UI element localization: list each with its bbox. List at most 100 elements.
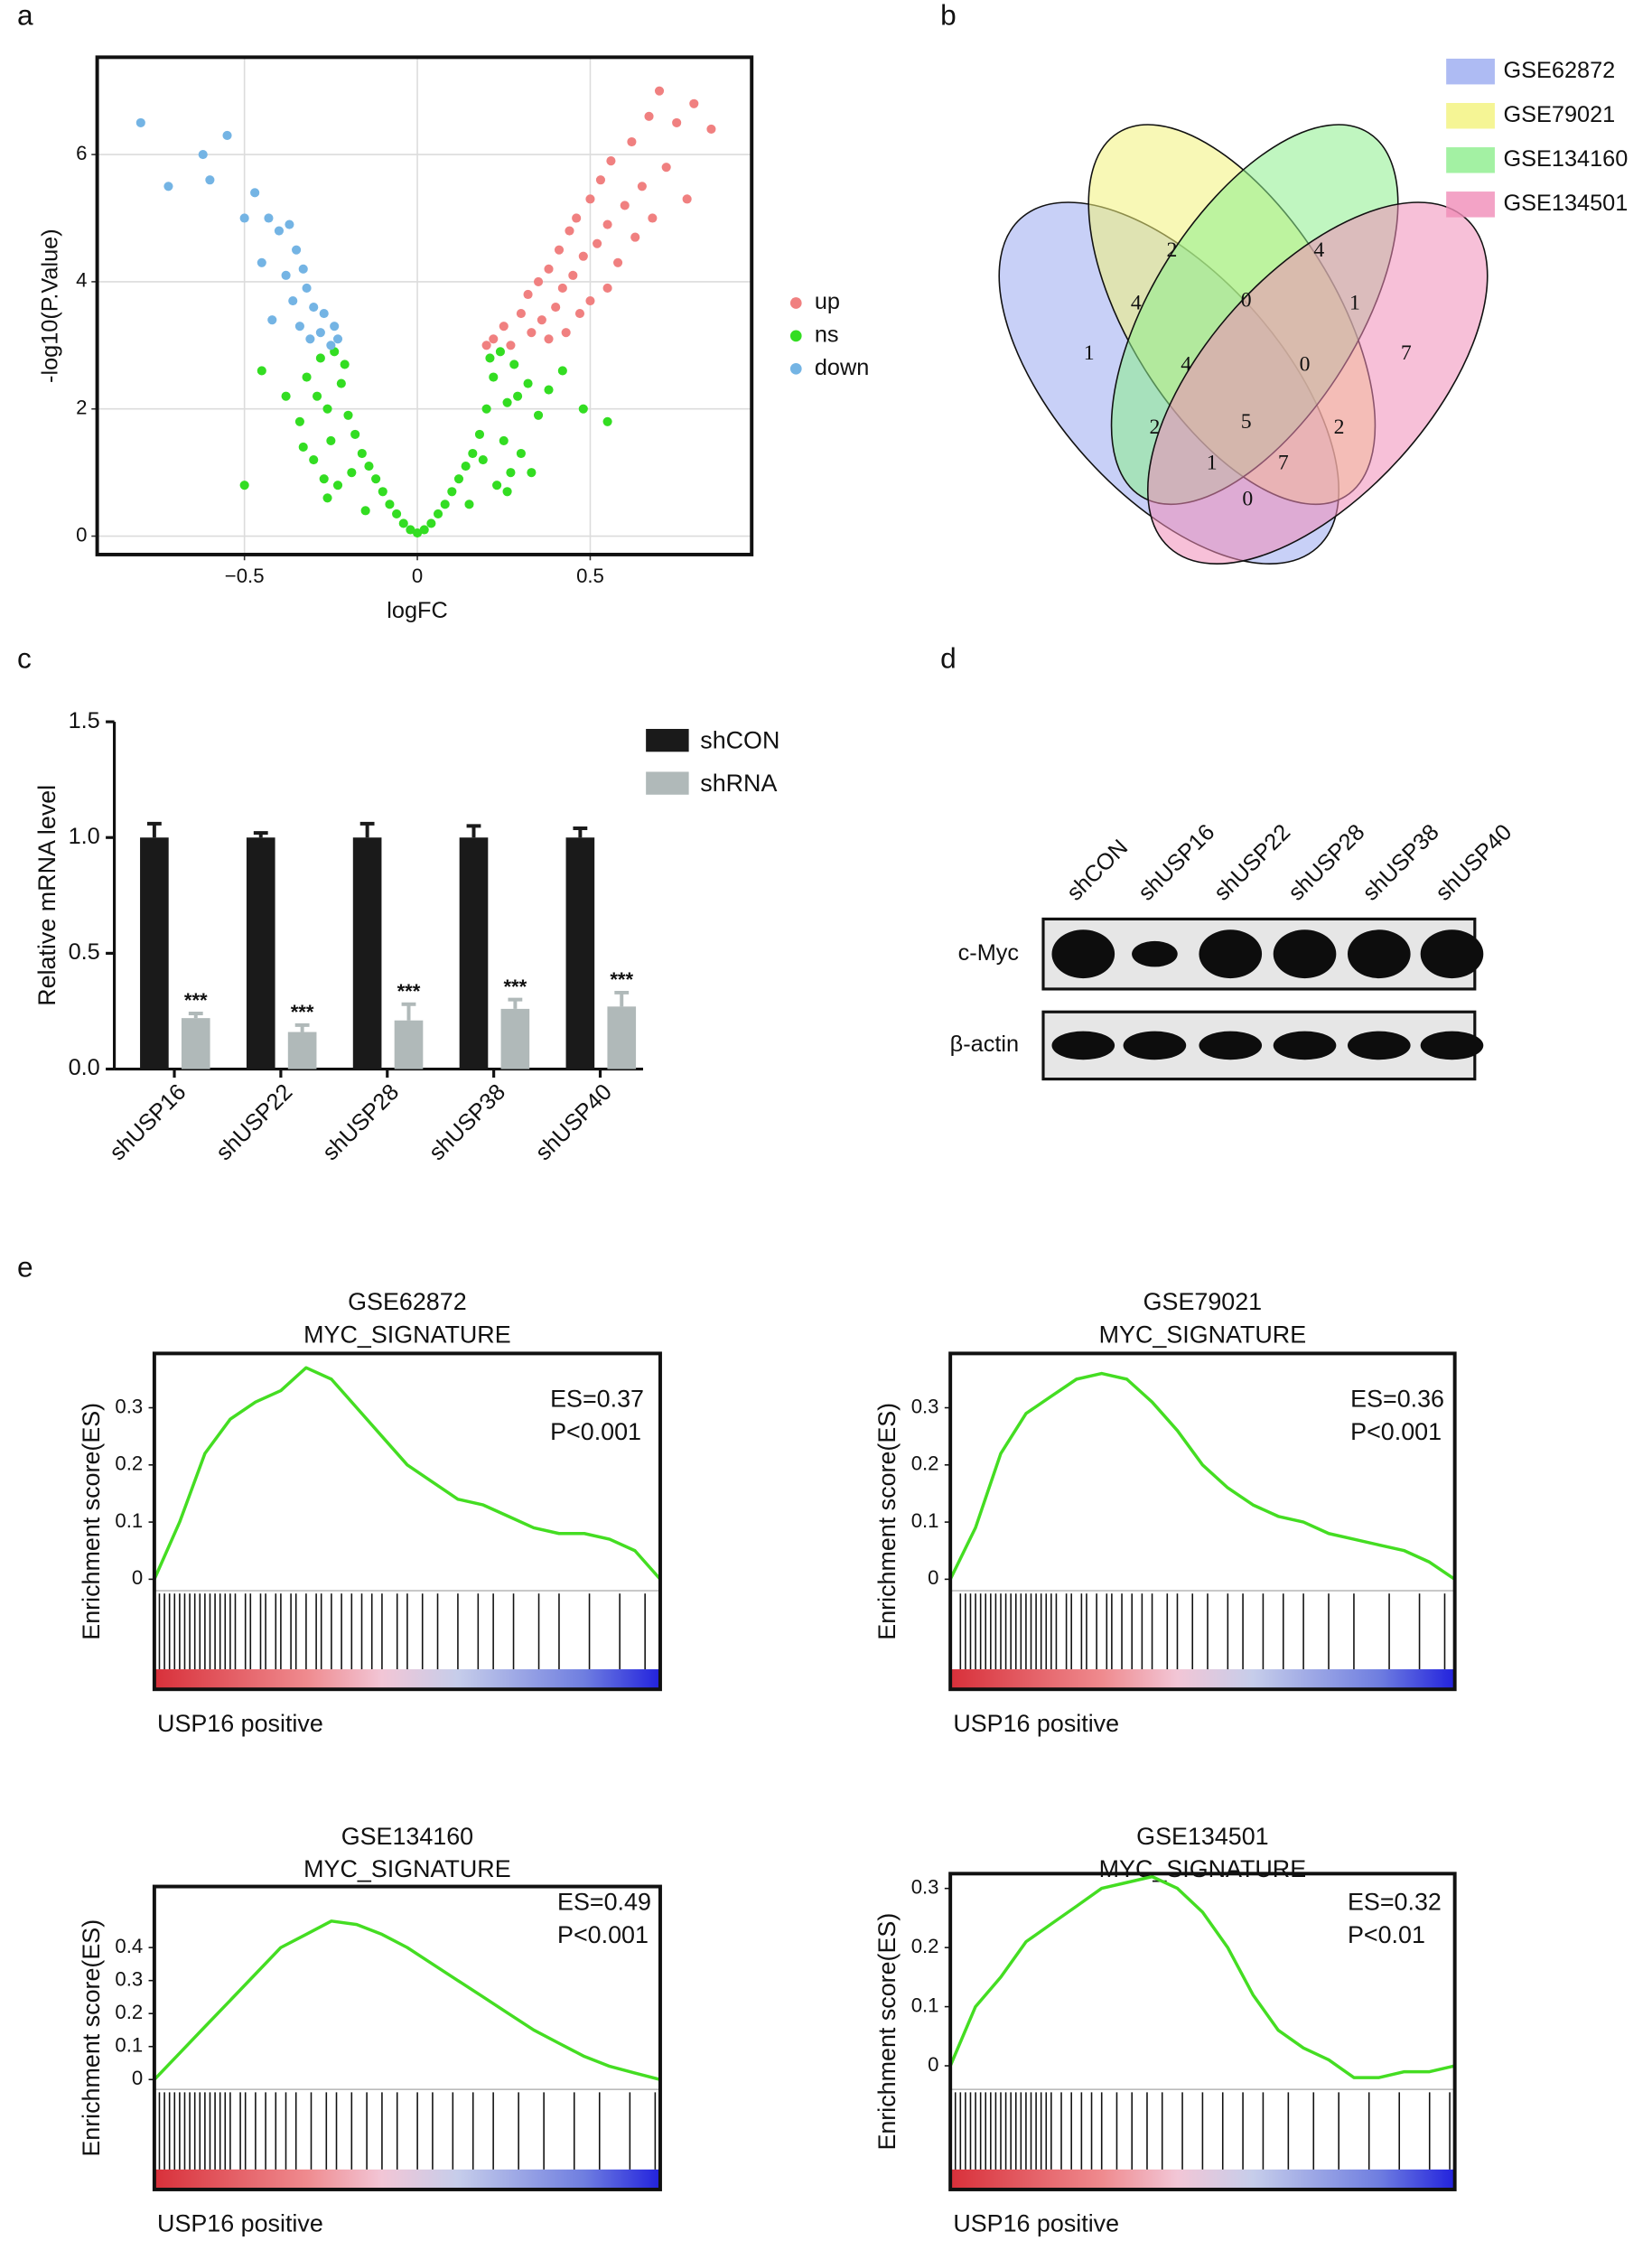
chart-subtitle: MYC_SIGNATURE bbox=[303, 1321, 510, 1349]
point bbox=[527, 328, 537, 338]
point bbox=[163, 182, 173, 191]
point bbox=[516, 448, 526, 459]
x-tick-label: shUSP28 bbox=[318, 1079, 404, 1165]
error-bar bbox=[401, 1002, 416, 1021]
point bbox=[557, 366, 567, 376]
region-count: 2 bbox=[1166, 238, 1177, 262]
y-axis-label: Relative mRNA level bbox=[33, 785, 61, 1006]
legend-marker bbox=[789, 297, 802, 309]
legend-marker bbox=[789, 330, 802, 342]
chart-subtitle: MYC_SIGNATURE bbox=[1099, 1855, 1306, 1882]
panel-label: b bbox=[940, 0, 957, 31]
x-axis-label: USP16 positive bbox=[953, 2210, 1119, 2237]
y-tick-label: 0.3 bbox=[115, 1395, 143, 1417]
point bbox=[578, 404, 588, 414]
x-axis-label: USP16 positive bbox=[157, 2210, 323, 2237]
point bbox=[360, 506, 370, 516]
point bbox=[453, 474, 464, 484]
point bbox=[319, 474, 329, 484]
y-tick-label: 0.3 bbox=[911, 1395, 939, 1417]
point bbox=[606, 156, 616, 166]
y-tick-label: 0.5 bbox=[69, 939, 100, 965]
annotation: ES=0.32 bbox=[1348, 1889, 1442, 1916]
point bbox=[298, 442, 308, 453]
rank-bar bbox=[950, 2169, 1455, 2190]
point bbox=[239, 481, 249, 490]
point bbox=[682, 194, 692, 204]
point bbox=[644, 111, 654, 121]
chart-title: GSE134501 bbox=[1136, 1823, 1268, 1850]
y-tick-label: 0.1 bbox=[115, 1509, 143, 1532]
y-tick-label: 0 bbox=[132, 2067, 143, 2089]
plot-frame bbox=[948, 1872, 1457, 2191]
bar bbox=[140, 837, 169, 1069]
point bbox=[499, 435, 509, 445]
point bbox=[294, 416, 304, 426]
y-axis-label: Enrichment score(ES) bbox=[873, 1913, 901, 2151]
band bbox=[1132, 940, 1178, 967]
point bbox=[706, 124, 716, 134]
point bbox=[509, 359, 519, 369]
x-axis-label: logFC bbox=[387, 598, 447, 623]
band bbox=[1347, 929, 1411, 979]
rank-bar bbox=[154, 1669, 660, 1690]
point bbox=[661, 163, 671, 173]
legend-label: shRNA bbox=[700, 770, 777, 797]
point bbox=[492, 481, 502, 490]
error-bar bbox=[253, 831, 268, 838]
point bbox=[648, 213, 658, 223]
point bbox=[533, 276, 544, 286]
point bbox=[506, 341, 516, 350]
error-bar bbox=[146, 821, 162, 838]
chart-title: GSE79021 bbox=[1143, 1288, 1263, 1315]
panel-label: c bbox=[17, 641, 32, 674]
lane-label: shUSP40 bbox=[1431, 819, 1517, 905]
point bbox=[602, 416, 612, 426]
y-axis-label: Enrichment score(ES) bbox=[873, 1403, 901, 1640]
point bbox=[672, 117, 682, 127]
point bbox=[406, 525, 415, 535]
point bbox=[319, 309, 329, 319]
point bbox=[257, 366, 266, 376]
point bbox=[315, 328, 325, 338]
point bbox=[357, 448, 367, 459]
point bbox=[322, 493, 332, 503]
point bbox=[478, 454, 488, 465]
point bbox=[489, 372, 499, 382]
point bbox=[574, 309, 585, 319]
point bbox=[495, 347, 505, 357]
x-tick-label: 0 bbox=[412, 565, 423, 587]
point bbox=[502, 487, 512, 497]
y-tick-label: 2 bbox=[76, 397, 87, 419]
point bbox=[198, 150, 208, 160]
legend-label: down bbox=[815, 355, 869, 380]
point bbox=[250, 188, 260, 198]
y-tick-label: 0.1 bbox=[911, 1509, 939, 1532]
y-tick-label: 0 bbox=[76, 523, 87, 546]
band bbox=[1420, 1031, 1484, 1060]
point bbox=[302, 372, 312, 382]
y-tick-label: 1.0 bbox=[69, 824, 100, 849]
region-count: 7 bbox=[1278, 452, 1289, 475]
y-tick-label: 0.1 bbox=[911, 1994, 939, 2016]
point bbox=[257, 257, 266, 267]
x-tick-label: shUSP38 bbox=[425, 1079, 510, 1165]
legend-swatch bbox=[1446, 102, 1495, 129]
region-count: 1 bbox=[1349, 292, 1360, 315]
region-count: 4 bbox=[1313, 238, 1324, 262]
point bbox=[523, 378, 533, 388]
plot-frame bbox=[948, 1351, 1457, 1692]
y-tick-label: 0.2 bbox=[115, 2001, 143, 2023]
point bbox=[336, 378, 346, 388]
y-tick-label: 0.2 bbox=[911, 1935, 939, 1957]
chart-subtitle: MYC_SIGNATURE bbox=[1099, 1321, 1306, 1349]
band bbox=[1123, 1031, 1187, 1060]
point bbox=[305, 334, 315, 344]
point bbox=[426, 518, 436, 528]
chart-subtitle: MYC_SIGNATURE bbox=[303, 1855, 510, 1882]
legend-label: up bbox=[815, 289, 840, 314]
point bbox=[292, 245, 302, 255]
point bbox=[533, 410, 544, 420]
point bbox=[398, 518, 408, 528]
bar bbox=[607, 1006, 637, 1069]
